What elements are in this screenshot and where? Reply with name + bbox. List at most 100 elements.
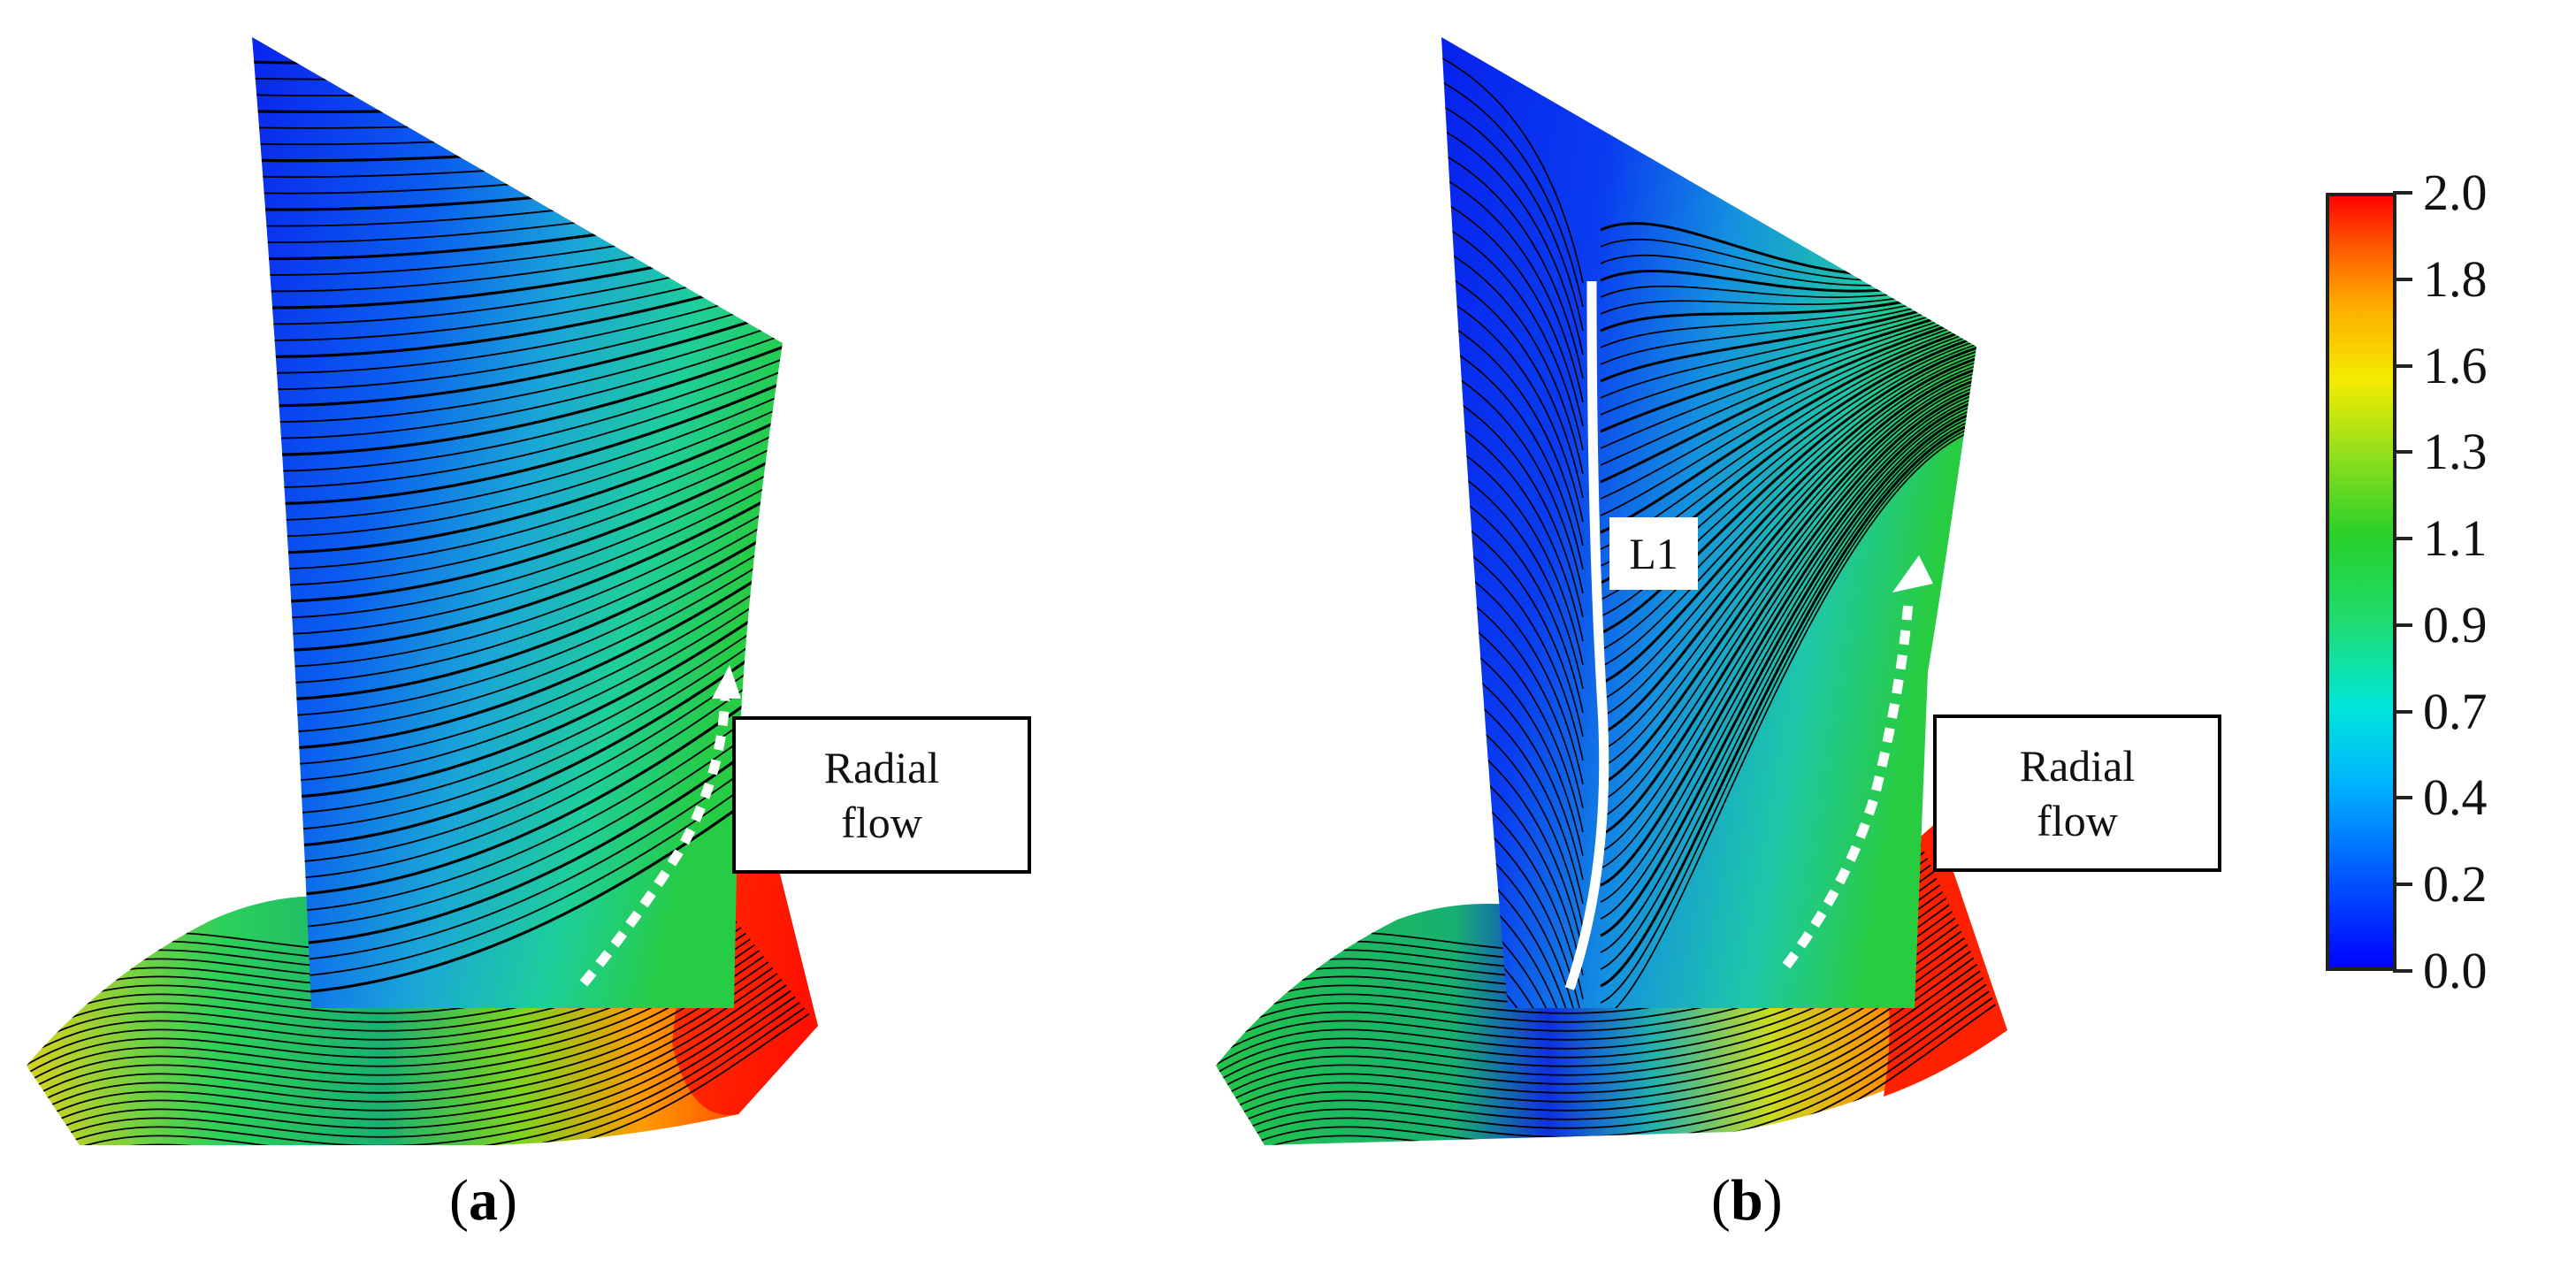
colorbar-tick-mark: [2393, 537, 2412, 541]
streamline: [252, 577, 783, 783]
streamline: [1600, 321, 1976, 516]
streamline: [252, 388, 783, 522]
streamline: [252, 435, 783, 587]
streamline: [252, 553, 783, 751]
streamline: [27, 963, 818, 1145]
streamline: [1600, 296, 1976, 399]
streamline: [252, 400, 783, 538]
streamline: [1600, 324, 1976, 534]
l1-label: L1: [1609, 517, 1698, 590]
blade-surface-a: [252, 37, 783, 1008]
colorbar-tick-mark: [2393, 623, 2412, 627]
panel-a: [27, 37, 818, 1145]
streamline: [1600, 345, 1976, 635]
streamline: [252, 317, 783, 424]
streamline: [1441, 52, 1584, 284]
streamline: [1600, 302, 1976, 433]
streamline: [1600, 417, 1976, 970]
colorbar-tick-mark: [2393, 363, 2412, 368]
colorbar-tick-mark: [2393, 450, 2412, 455]
streamline: [252, 530, 783, 718]
streamline: [252, 600, 783, 816]
streamline: [1216, 990, 2007, 1145]
colorbar-tick-mark: [2393, 883, 2412, 887]
streamline: [1216, 945, 2007, 1145]
streamline: [1600, 374, 1976, 768]
streamline: [1600, 377, 1976, 786]
streamline: [1441, 124, 1584, 355]
colorbar-tick-label: 2.0: [2423, 164, 2488, 221]
streamline: [1600, 385, 1976, 819]
streamline: [1600, 349, 1976, 651]
streamline: [1600, 317, 1976, 500]
streamline: [27, 936, 818, 1133]
streamline: [1600, 355, 1976, 685]
streamline: [252, 588, 783, 800]
colorbar-tick-label: 0.4: [2423, 768, 2488, 827]
streamline: [252, 282, 783, 374]
streamline: [252, 329, 783, 439]
colorbar-tick-label: 0.7: [2423, 682, 2488, 740]
streamline: [252, 305, 783, 408]
streamline: [252, 565, 783, 767]
radial-flow-callout-a: Radial flow: [732, 716, 1031, 874]
streamline: [252, 541, 783, 734]
streamline: [1441, 291, 1584, 523]
streamline: [1441, 148, 1584, 379]
colorbar-tick-label: 1.1: [2423, 509, 2488, 568]
streamline: [252, 364, 783, 489]
radial-flow-arrow-b: [1782, 600, 1914, 969]
colorbar: [2326, 193, 2396, 971]
streamline: [1600, 300, 1976, 416]
streamline: [252, 447, 783, 604]
streamline: [1600, 395, 1976, 869]
streamline: [252, 376, 783, 506]
streamline: [252, 482, 783, 653]
streamline: [1600, 366, 1976, 736]
streamline: [1600, 307, 1976, 449]
colorbar-tick-label: 0.9: [2423, 595, 2488, 653]
streamline: [1441, 243, 1584, 475]
streamline: [1600, 353, 1976, 668]
streamline: [252, 494, 783, 669]
callout-b-line1: Radial: [2019, 740, 2136, 791]
streamline: [252, 353, 783, 472]
streamline: [252, 649, 783, 882]
arrow-head-a: [712, 665, 741, 699]
streamline: [252, 470, 783, 636]
streamline: [1600, 398, 1976, 887]
colorbar-tick-mark: [2393, 709, 2412, 714]
streamline: [1216, 936, 2007, 1142]
streamline: [252, 340, 783, 456]
colorbar-gradient: [2328, 195, 2395, 969]
streamline: [252, 411, 783, 554]
colorbar-tick-mark: [2393, 191, 2412, 195]
callout-a-line1: Radial: [823, 742, 940, 792]
blade-surface-b: [1441, 37, 1976, 1008]
streamline: [1441, 100, 1584, 332]
streamline: [1441, 315, 1584, 546]
streamline: [1600, 310, 1976, 466]
streamline: [1600, 413, 1976, 953]
streamline: [252, 57, 783, 65]
streamline: [252, 623, 783, 849]
streamline: [27, 998, 818, 1145]
panel-b: [1216, 37, 2007, 1145]
streamline: [1216, 954, 2007, 1145]
streamline: [252, 459, 783, 620]
streamline: [27, 990, 818, 1145]
streamline: [27, 954, 818, 1145]
callout-b-line2: flow: [2037, 796, 2118, 845]
streamline: [252, 612, 783, 832]
colorbar-tick-mark: [2393, 796, 2412, 800]
streamline: [1600, 371, 1976, 752]
streamline: [252, 294, 783, 391]
streamline: [1441, 267, 1584, 499]
streamline: [1600, 363, 1976, 718]
arrow-head-b: [1892, 555, 1933, 592]
panel-label-a: (a): [449, 1168, 517, 1233]
colorbar-tick-label: 1.6: [2423, 336, 2488, 394]
streamline: [1600, 409, 1976, 937]
callout-a-line2: flow: [841, 798, 922, 847]
